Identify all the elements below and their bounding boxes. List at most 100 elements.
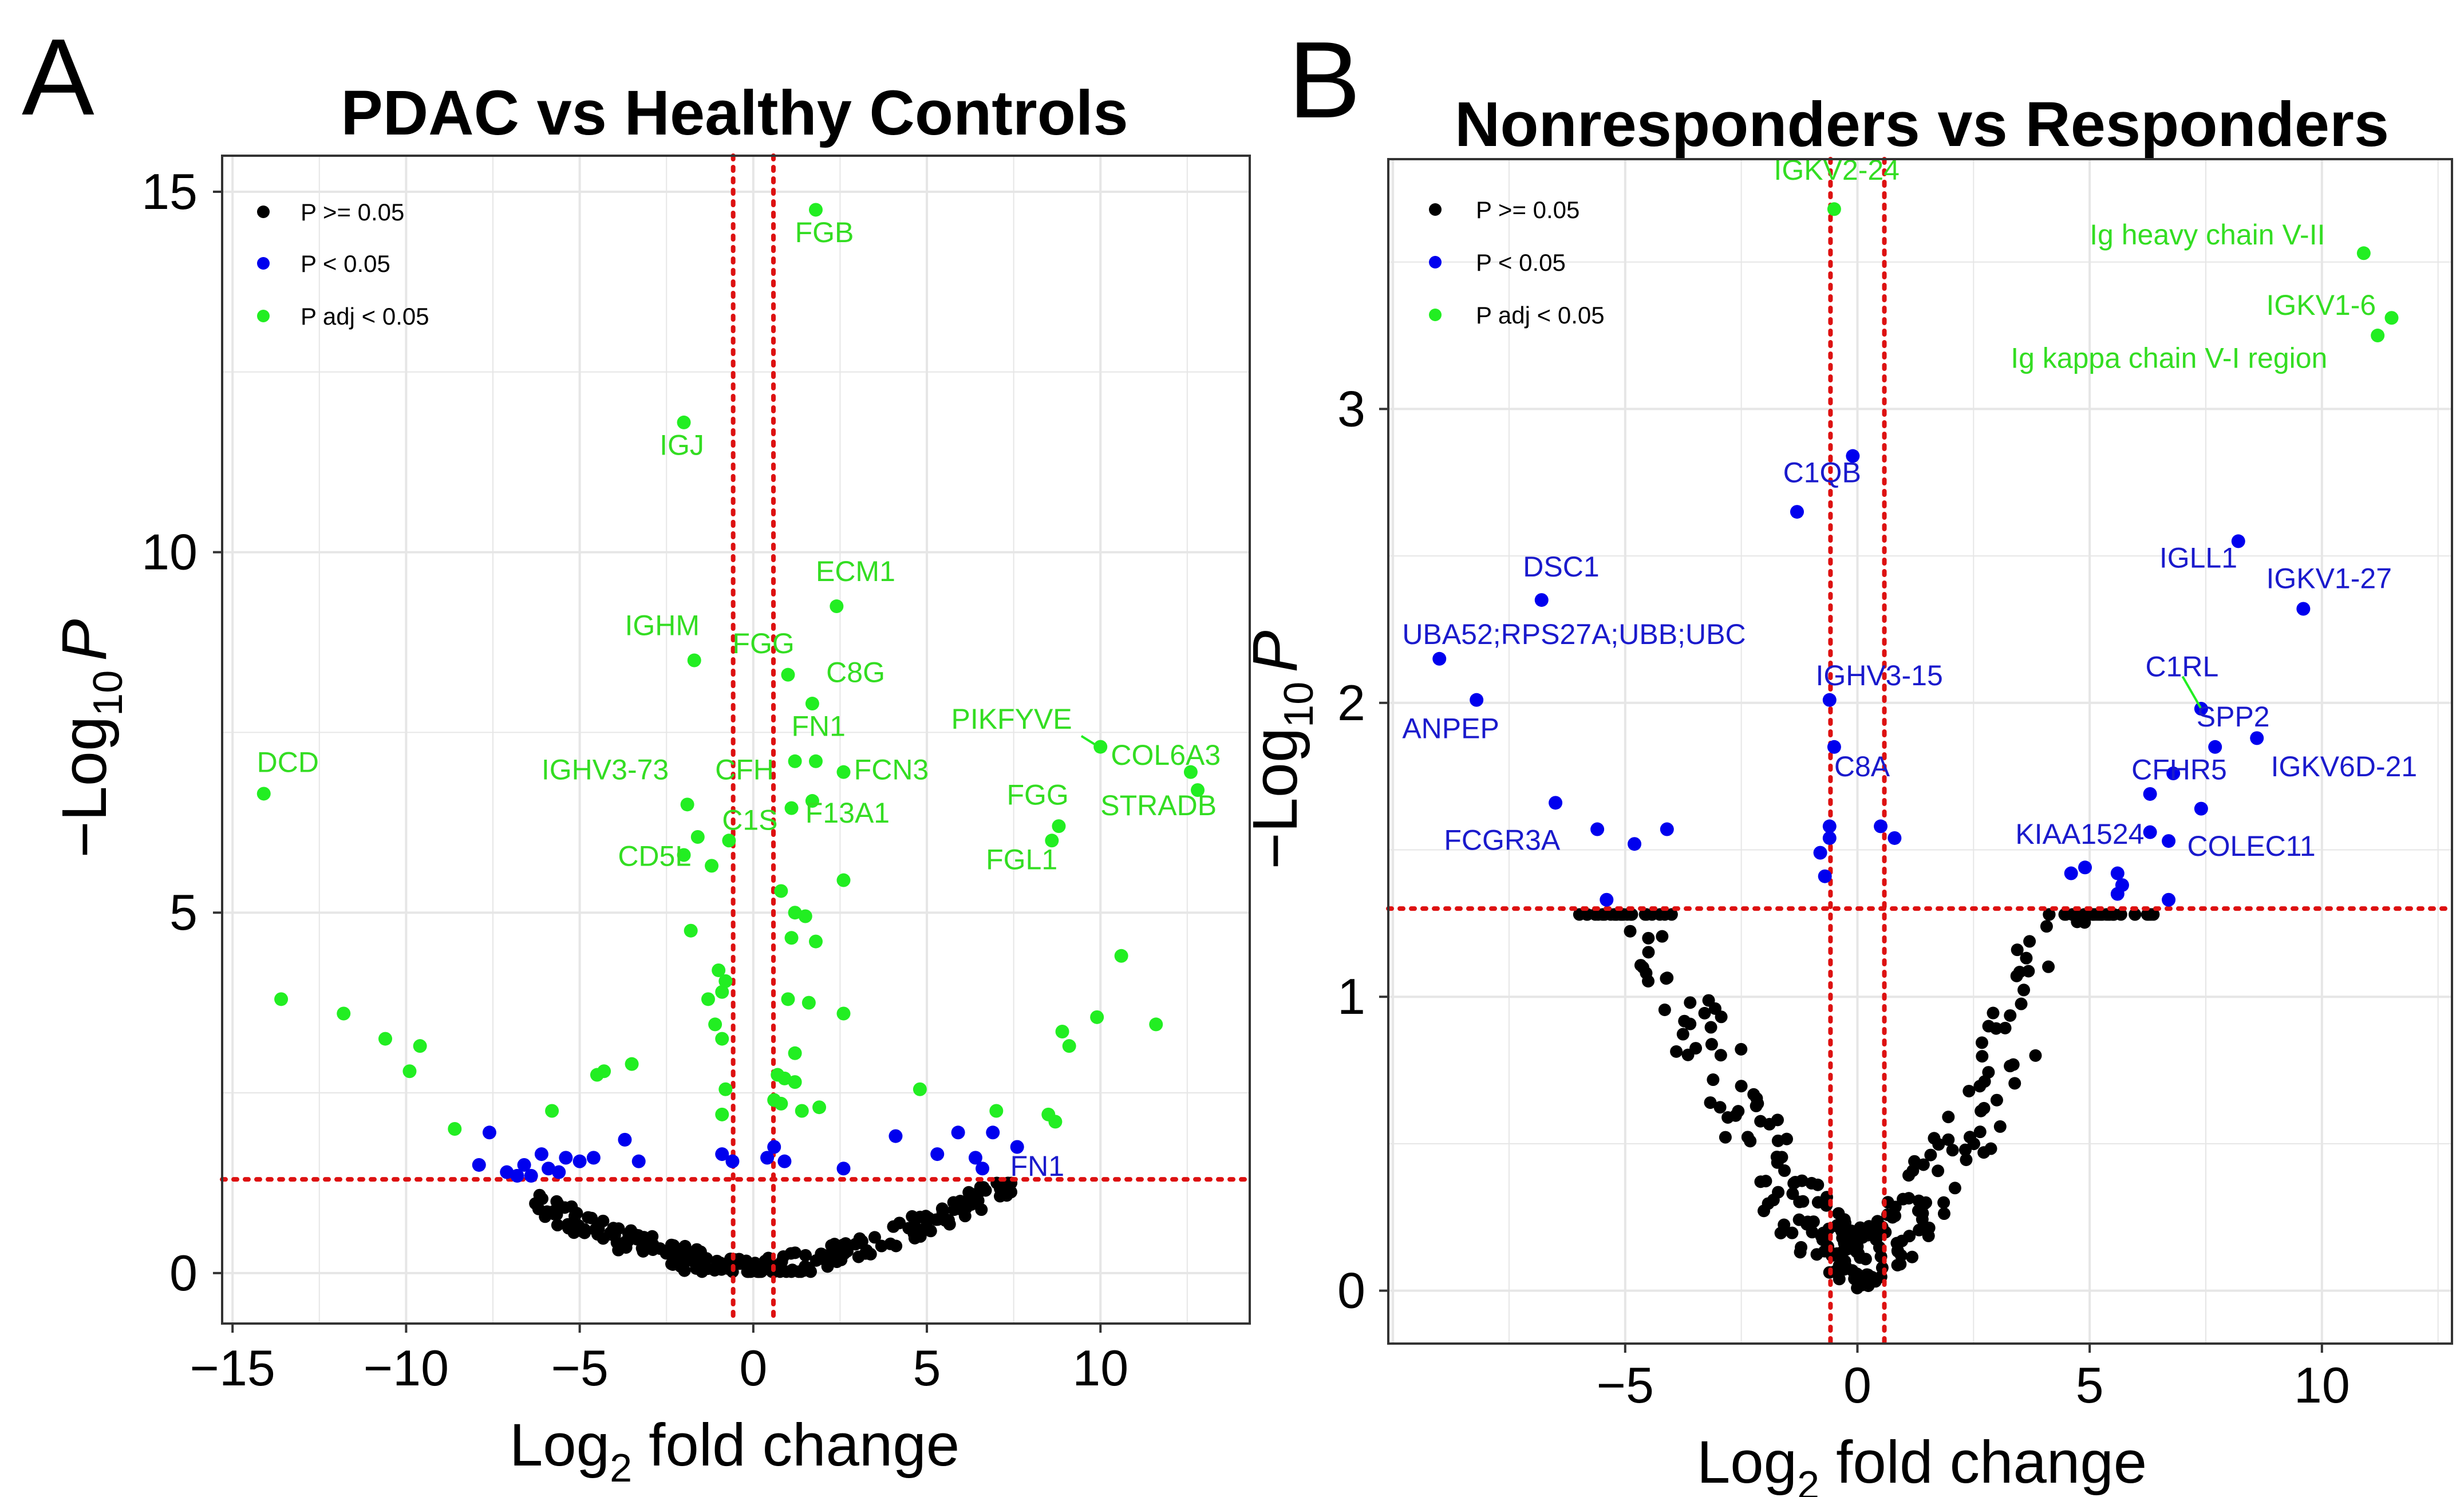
panel-a-point-padj [805, 697, 819, 711]
panel-a-point-padj [781, 992, 795, 1006]
panel-b-gene-label: KIAA1524 [2015, 818, 2144, 850]
panel-a-point-ns [619, 1235, 632, 1249]
panel-a-point-padj [677, 415, 691, 429]
panel-a-point-padj [597, 1064, 611, 1079]
panel-a-point-ns [585, 1211, 598, 1225]
panel-b-point-ns [1642, 946, 1655, 959]
panel-b-point-ns [2029, 1049, 2042, 1062]
panel-b-x-tick-label: 5 [2076, 1357, 2104, 1413]
panel-b-point-ns [1891, 1259, 1904, 1272]
panel-b-point-padj [2356, 246, 2371, 260]
panel-a-gridlines [222, 156, 1250, 1324]
panel-a-legend-padj: P adj < 0.05 [301, 303, 429, 330]
panel-b-point-ns [1937, 1207, 1950, 1220]
panel-b-gene-label: UBA52;RPS27A;UBB;UBC [1402, 618, 1746, 650]
panel-a-point-ns [893, 1216, 906, 1230]
panel-a-point-p [559, 1151, 573, 1165]
panel-a-point-padj [1114, 949, 1128, 963]
panel-a-point-padj [1052, 819, 1066, 834]
panel-b-point-ns [1999, 1021, 2012, 1034]
panel-b-point-ns [1978, 1075, 1991, 1088]
panel-b-point-p [1470, 693, 1484, 707]
panel-a-point-p [618, 1132, 632, 1147]
panel-b-point-ns [1732, 1105, 1745, 1118]
panel-b-point-ns [2040, 920, 2053, 933]
panel-b-gene-label: C1QB [1783, 457, 1861, 489]
panel-b-point-p [1790, 505, 1804, 519]
panel-b-plot-frame [1387, 158, 2453, 1345]
panel-b-point-padj [2371, 329, 2385, 343]
panel-a-point-ns [597, 1214, 610, 1227]
panel-a-legend-p: P < 0.05 [301, 250, 390, 277]
panel-b-point-ns [2022, 965, 2035, 978]
panel-b-gene-label: C8A [1834, 751, 1890, 783]
panel-b-points-significant [1432, 202, 2399, 907]
panel-a-point-padj [913, 1082, 927, 1096]
panel-a-gene-label: FGG [732, 627, 794, 659]
panel-a-gene-label: PIKFYVE [951, 703, 1072, 735]
panel-a-point-padj [718, 974, 733, 988]
panel-a-point-padj [274, 992, 289, 1006]
panel-b-gene-label: ANPEP [1402, 712, 1499, 744]
panel-a-point-padj [1048, 1115, 1063, 1129]
panel-b-point-ns [1609, 908, 1622, 921]
panel-b-point-ns [1922, 1229, 1935, 1242]
panel-a-y-tick-label: 15 [141, 163, 198, 220]
panel-b-point-ns [1906, 1250, 1919, 1263]
panel-b-point-ns [1817, 1226, 1830, 1239]
panel-a-point-p [572, 1154, 587, 1168]
panel-b-point-p [2296, 602, 2311, 616]
panel-b-point-ns [1596, 908, 1609, 921]
panel-b-point-p [2162, 892, 2176, 907]
panel-a-point-padj [701, 992, 715, 1006]
panel-a-point-p [472, 1158, 486, 1172]
panel-a-point-ns [922, 1211, 935, 1225]
panel-a-point-padj [712, 963, 726, 977]
panel-b-y-tick-label: 3 [1337, 380, 1365, 437]
panel-a-gene-label: STRADB [1100, 789, 1217, 821]
panel-b-point-ns [2020, 951, 2033, 965]
panel-a-point-ns [924, 1225, 937, 1238]
panel-a-gene-label: IGJ [660, 429, 704, 461]
panel-a-point-p [836, 1162, 851, 1176]
panel-a-point-padj [448, 1122, 462, 1136]
panel-a-ylabel-log: −Log [49, 716, 120, 858]
panel-a-point-padj [1149, 1017, 1163, 1032]
panel-a-point-ns [741, 1265, 754, 1278]
panel-b-point-ns [1989, 1022, 2003, 1035]
panel-b-legend-key-p [1429, 256, 1442, 268]
panel-b-point-ns [1676, 1028, 1689, 1041]
panel-a-xlabel-sub: 2 [610, 1445, 632, 1490]
panel-a-point-padj [402, 1064, 417, 1079]
panel-b-point-ns [1811, 1178, 1825, 1191]
panel-a-point-p [951, 1125, 965, 1140]
panel-b-point-ns [1924, 1148, 1937, 1162]
panel-a-point-p [760, 1151, 775, 1165]
panel-a-point-ns [804, 1265, 817, 1278]
panel-a-gene-label: IGHM [625, 609, 700, 641]
panel-b-legend-p: P < 0.05 [1476, 249, 1566, 276]
panel-a-point-padj [788, 1075, 802, 1089]
panel-b-legend: P >= 0.05 P < 0.05 P adj < 0.05 [1429, 196, 1605, 329]
panel-b-point-p [2143, 825, 2157, 839]
panel-a-gene-label: C8G [826, 656, 885, 688]
panel-a-point-padj [808, 754, 823, 768]
panel-a-point-ns [591, 1228, 605, 1241]
panel-a-point-padj [1062, 1039, 1076, 1053]
panel-b-point-p [1432, 651, 1447, 666]
panel-a-point-padj [722, 834, 736, 848]
panel-a-point-padj [836, 765, 851, 779]
panel-a-point-ns [674, 1260, 687, 1273]
panel-b-point-p [2110, 887, 2125, 901]
panel-b-point-ns [1890, 1237, 1904, 1250]
panel-b-point-ns [1973, 1125, 1987, 1139]
panel-a-legend-key-ns [257, 206, 270, 218]
panel-b-point-ns [1937, 1196, 1950, 1209]
panel-a-point-p [968, 1151, 982, 1165]
panel-b-point-p [2231, 534, 2245, 548]
panel-b-gene-label: SPP2 [2197, 701, 2270, 733]
panel-a-point-padj [781, 667, 795, 682]
panel-b-point-ns [1990, 1093, 2003, 1107]
panel-b-xlabel-rest: fold change [1819, 1429, 2147, 1496]
panel-a-point-p [767, 1140, 781, 1154]
